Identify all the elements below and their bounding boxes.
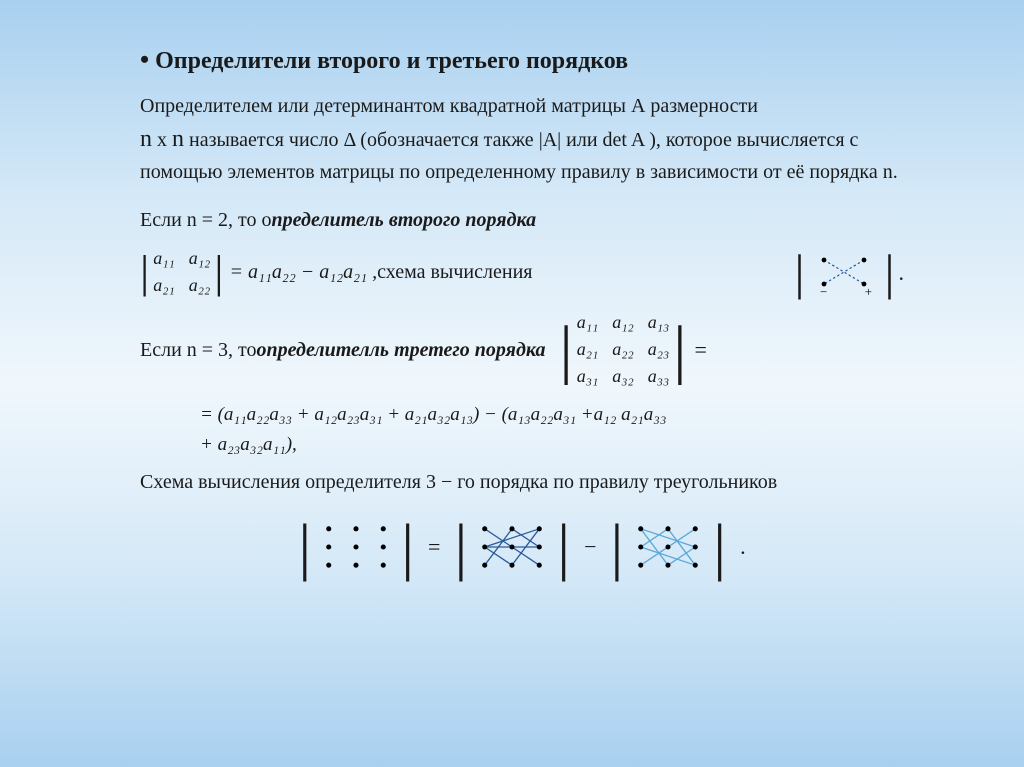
tri-minus: − <box>584 530 596 563</box>
scheme2-period: . <box>899 256 905 289</box>
exp3-l1: = (a₁₁a₂₂a₃₃ + a₁₂a₂₃a₃₁ + a₂₁a₃₂a₁₃) − … <box>200 404 667 425</box>
det2-matrix: | a₁₁ a₁₂ a₂₁ a₂₂ | <box>140 245 223 299</box>
triangle-neg-svg <box>623 517 713 577</box>
n2-intro: Если n = 2, то определитель второго поря… <box>140 205 904 235</box>
triangle-plain: | | <box>298 517 414 577</box>
slide-heading: • Определители второго и третьего порядк… <box>140 40 904 79</box>
m3-a13: a₁₃ <box>648 309 670 336</box>
triangle-plain-svg <box>311 517 401 577</box>
svg-text:+: + <box>865 285 872 297</box>
scheme2-svg: − + <box>804 247 884 297</box>
dim-n2: n <box>172 126 184 152</box>
n2-intro-b: пределитель второго порядка <box>272 209 537 231</box>
m3-a31: a₃₁ <box>577 363 599 390</box>
triangle-caption: Схема вычисления определителя 3 − го пор… <box>140 467 904 497</box>
triangle-positive: | | <box>454 517 570 577</box>
svg-text:−: − <box>820 285 827 297</box>
det3-matrix: | a₁₁ a₁₂ a₁₃ a₂₁ a₂₂ a₂₃ a₃₁ a₃₂ a₃₃ | <box>560 309 687 390</box>
m2-a11: a₁₁ <box>153 245 175 272</box>
det2-expansion: = a₁₁a₂₂ − a₁₂a₂₁ , <box>229 257 377 287</box>
m3-a11: a₁₁ <box>577 309 599 336</box>
scheme-label: схема вычисления <box>377 257 532 287</box>
n3-intro-row: Если n = 3, то определителль третего пор… <box>140 309 904 390</box>
intro-paragraph: Определителем или детерминантом квадратн… <box>140 91 904 187</box>
intro-line1: Определителем или детерминантом квадратн… <box>140 95 758 117</box>
bullet-icon: • <box>140 45 149 74</box>
m2-a22: a₂₂ <box>189 272 211 299</box>
m3-a32: a₃₂ <box>612 363 634 390</box>
m3-a33: a₃₃ <box>648 363 670 390</box>
det3-expansion: = (a₁₁a₂₂a₃₃ + a₁₂a₂₃a₃₁ + a₂₁a₃₂a₁₃) − … <box>200 400 904 461</box>
det2-formula-row: | a₁₁ a₁₂ a₂₁ a₂₂ | = a₁₁a₂₂ − a₁₂a₂₁ , … <box>140 245 904 299</box>
triangle-pos-svg <box>467 517 557 577</box>
heading-text: Определители второго и третьего порядков <box>155 48 628 74</box>
m2-a12: a₁₂ <box>189 245 211 272</box>
triangle-rule-row: | | = | | − | <box>140 517 904 577</box>
m2-a21: a₂₁ <box>153 272 175 299</box>
n3-intro-b: определителль третего порядка <box>257 335 546 365</box>
m3-a23: a₂₃ <box>648 336 670 363</box>
intro-rest: называется число Δ (обозначается также |… <box>140 129 898 183</box>
tri-eq: = <box>428 530 440 563</box>
triangle-negative: | | <box>610 517 726 577</box>
n3-intro-a: Если n = 3, то <box>140 335 257 365</box>
n2-intro-a: Если n = 2, то о <box>140 209 272 231</box>
exp3-l2: + a₂₃a₃₂a₁₁), <box>200 434 297 455</box>
scheme2-diagram: | − + | . <box>794 247 904 297</box>
m3-a12: a₁₂ <box>612 309 634 336</box>
dim-n1: n <box>140 126 152 152</box>
det3-eq: = <box>695 333 707 366</box>
dim-x: x <box>152 129 172 151</box>
m3-a22: a₂₂ <box>612 336 634 363</box>
tri-period: . <box>740 530 746 563</box>
m3-a21: a₂₁ <box>577 336 599 363</box>
